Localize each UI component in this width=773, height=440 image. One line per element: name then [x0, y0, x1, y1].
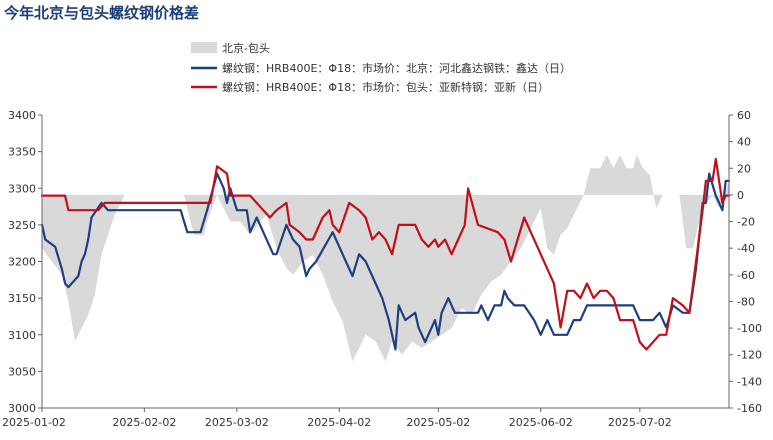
legend-swatch-area: [191, 42, 217, 53]
y-right-tick-label: -60: [737, 269, 755, 282]
x-tick-label: 2025-03-02: [205, 416, 269, 429]
legend-label-1: 螺纹钢：HRB400E：Φ18：市场价：北京：河北鑫达钢铁：鑫达（日）: [222, 61, 571, 75]
y-right-tick-label: 20: [737, 162, 751, 175]
y-left-tick-label: 3250: [8, 219, 36, 232]
y-left-tick-label: 3400: [8, 109, 36, 122]
y-right-tick-label: 60: [737, 109, 751, 122]
y-left-tick-label: 3200: [8, 256, 36, 269]
series-line-beijing: [40, 172, 731, 351]
x-tick-label: 2025-07-02: [608, 416, 672, 429]
x-tick-label: 2025-06-02: [509, 416, 573, 429]
y-left-tick-label: 3150: [8, 292, 36, 305]
y-right-tick-label: -140: [737, 375, 762, 388]
y-right-tick-label: 0: [737, 189, 744, 202]
x-tick-label: 2025-01-02: [2, 416, 66, 429]
y-left-tick-label: 3350: [8, 146, 36, 159]
y-left-tick-label: 3050: [8, 365, 36, 378]
y-right-tick-label: -160: [737, 402, 762, 415]
chart-title: 今年北京与包头螺纹钢价格差: [4, 4, 200, 22]
y-right-tick-label: -20: [737, 216, 755, 229]
lines-layer: [40, 157, 731, 351]
y-right-tick-label: -100: [737, 322, 762, 335]
axes-layer: 3000 3050 3100 3150 3200 3250 3300 3350 3400 -160…: [2, 109, 762, 429]
series-area-beijing-baotou: [42, 155, 729, 362]
series-line-baotou: [40, 157, 731, 351]
y-left-tick-label: 3100: [8, 329, 36, 342]
y-right-tick-label: 40: [737, 136, 751, 149]
x-tick-label: 2025-05-02: [406, 416, 470, 429]
y-left-tick-label: 3300: [8, 182, 36, 195]
legend: 北京-包头螺纹钢：HRB400E：Φ18：市场价：北京：河北鑫达钢铁：鑫达（日）…: [191, 41, 571, 94]
legend-label-2: 螺纹钢：HRB400E：Φ18：市场价：包头：亚新特钢：亚新（日）: [222, 80, 549, 94]
y-left-tick-label: 3000: [8, 402, 36, 415]
area-layer: [42, 155, 729, 362]
x-tick-label: 2025-04-02: [307, 416, 371, 429]
x-tick-label: 2025-02-02: [112, 416, 176, 429]
y-right-tick-label: -40: [737, 242, 755, 255]
legend-label-0: 北京-包头: [222, 41, 270, 55]
y-right-tick-label: -80: [737, 295, 755, 308]
y-right-tick-label: -120: [737, 349, 762, 362]
